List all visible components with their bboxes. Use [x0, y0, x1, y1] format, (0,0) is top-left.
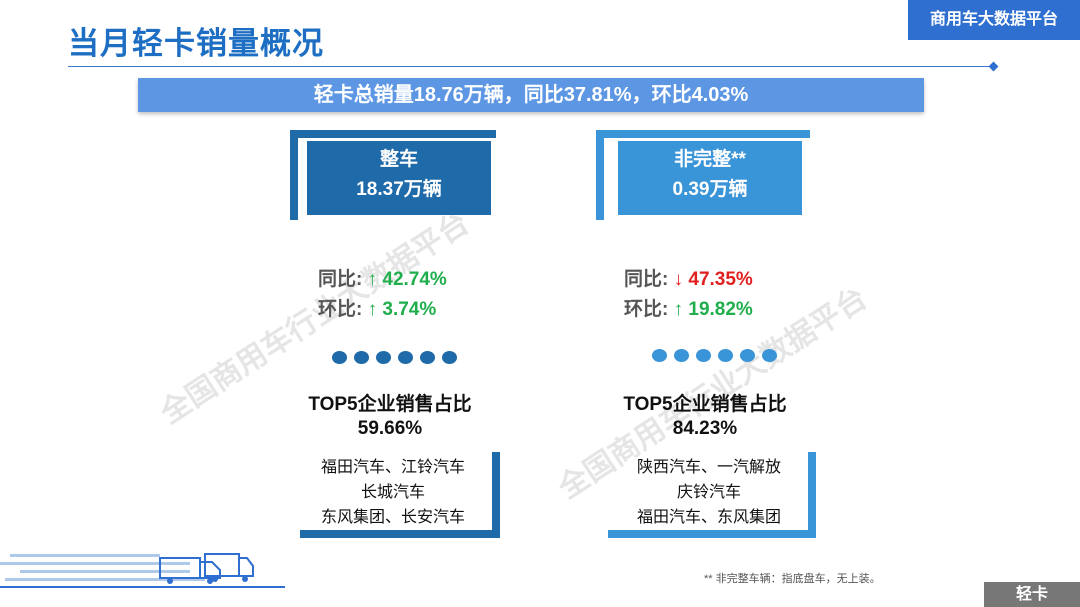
- card-title: 非完整**: [674, 149, 746, 170]
- page-title: 当月轻卡销量概况: [68, 26, 324, 61]
- card-bracket-right-horizontal: [596, 130, 810, 138]
- yoy-value: 42.74%: [382, 269, 447, 290]
- dot: [332, 351, 347, 364]
- companies-bracket-left-horizontal: [300, 530, 500, 538]
- dots-divider-right: [652, 349, 777, 362]
- summary-banner: 轻卡总销量18.76万辆，同比37.81%，环比4.03%: [138, 78, 924, 112]
- company-line: 福田汽车、东风集团: [636, 508, 781, 526]
- mom-value: 3.74%: [382, 299, 437, 320]
- top5-heading-right: TOP5企业销售占比 84.23%: [605, 393, 805, 441]
- card-title: 整车: [379, 149, 418, 170]
- mom-label: 环比:: [624, 299, 669, 320]
- arrow-up-icon: ↑: [673, 299, 684, 320]
- company-line: 福田汽车、江铃汽车: [320, 459, 465, 476]
- mom-stat-left: 环比: ↑ 3.74%: [318, 294, 436, 321]
- arrow-up-icon: ↑: [367, 299, 378, 320]
- mom-label: 环比:: [318, 299, 363, 320]
- arrow-down-icon: ↓: [673, 269, 684, 290]
- top5-title: TOP5企业销售占比: [308, 394, 472, 415]
- header-divider: [68, 66, 994, 67]
- companies-bracket-left-vertical: [492, 452, 500, 538]
- yoy-label: 同比:: [624, 269, 669, 290]
- yoy-label: 同比:: [318, 269, 363, 290]
- yoy-stat-left: 同比: ↑ 42.74%: [318, 264, 447, 291]
- companies-bracket-right-horizontal: [608, 530, 816, 538]
- arrow-up-icon: ↑: [367, 269, 378, 290]
- divider-diamond-icon: [988, 61, 999, 72]
- dot: [376, 351, 391, 364]
- dot: [740, 349, 755, 362]
- company-line: 东风集团、长安汽车: [320, 508, 465, 526]
- card-volume: 0.39万辆: [672, 179, 748, 201]
- yoy-stat-right: 同比: ↓ 47.35%: [624, 264, 753, 291]
- card-bracket-right-vertical: [596, 130, 604, 220]
- trucks-decoration-icon: [0, 553, 285, 588]
- mom-stat-right: 环比: ↑ 19.82%: [624, 294, 753, 321]
- company-line: 长城汽车: [360, 483, 425, 501]
- company-line: 陕西汽车、一汽解放: [636, 459, 781, 476]
- dots-divider-left: [332, 351, 457, 364]
- footnote: ** 非完整车辆：指底盘车，无上装。: [704, 573, 881, 585]
- dot: [674, 349, 689, 362]
- yoy-value: 47.35%: [688, 269, 753, 290]
- dot: [442, 351, 457, 364]
- top5-share: 59.66%: [357, 417, 423, 439]
- top5-share: 84.23%: [672, 417, 738, 439]
- platform-badge: 商用车大数据平台: [908, 0, 1080, 40]
- card-bracket-left-vertical: [290, 130, 298, 220]
- dot: [652, 349, 667, 362]
- companies-list-left: 福田汽车、江铃汽车 长城汽车 东风集团、长安汽车: [300, 456, 486, 530]
- dot: [354, 351, 369, 364]
- top5-title: TOP5企业销售占比: [623, 394, 787, 415]
- card-incomplete-vehicle: 非完整** 0.39万辆: [618, 141, 802, 215]
- companies-list-right: 陕西汽车、一汽解放 庆铃汽车 福田汽车、东风集团: [616, 456, 802, 530]
- dot: [696, 349, 711, 362]
- card-complete-vehicle: 整车 18.37万辆: [307, 141, 491, 215]
- card-volume: 18.37万辆: [356, 179, 442, 201]
- top5-heading-left: TOP5企业销售占比 59.66%: [290, 393, 490, 441]
- category-tag: 轻卡: [984, 582, 1080, 607]
- dot: [420, 351, 435, 364]
- dot: [762, 349, 777, 362]
- dot: [398, 351, 413, 364]
- mom-value: 19.82%: [688, 299, 753, 320]
- company-line: 庆铃汽车: [676, 483, 741, 501]
- companies-bracket-right-vertical: [808, 452, 816, 538]
- dot: [718, 349, 733, 362]
- card-bracket-left-horizontal: [290, 130, 496, 138]
